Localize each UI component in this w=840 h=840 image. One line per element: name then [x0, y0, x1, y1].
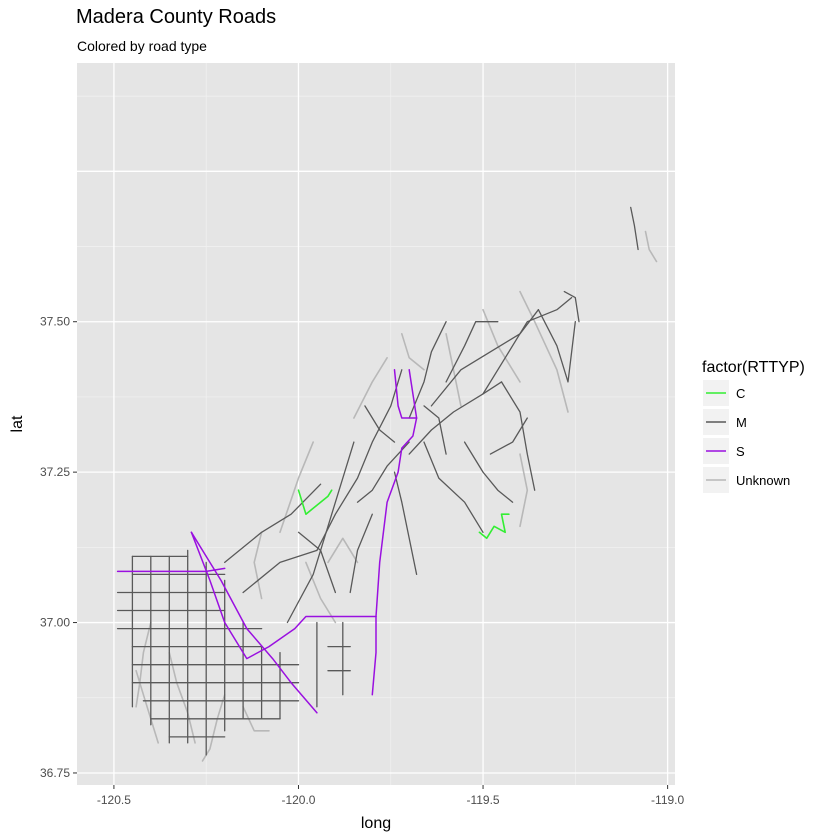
legend-item-s: S — [703, 438, 745, 464]
road-m — [408, 321, 447, 419]
series-c — [297, 489, 510, 540]
legend-label: M — [736, 415, 747, 430]
road-m — [316, 369, 403, 552]
grid-major — [77, 63, 675, 785]
legend-label: Unknown — [736, 473, 790, 488]
series-m — [116, 206, 639, 756]
road-s — [116, 567, 226, 573]
road-m — [445, 321, 499, 383]
x-tick-label: -119.5 — [466, 793, 499, 807]
x-tick-label: -120.0 — [281, 793, 315, 807]
legend-label: C — [736, 386, 745, 401]
y-tick-label: 37.25 — [40, 465, 70, 479]
road-m — [537, 309, 576, 383]
road-unknown — [135, 621, 152, 708]
road-m — [349, 513, 373, 594]
road-m — [297, 531, 337, 594]
road-s — [393, 369, 418, 419]
road-unknown — [644, 230, 658, 263]
road-unknown — [519, 290, 569, 413]
road-m — [286, 441, 355, 624]
road-m — [408, 381, 503, 455]
road-unknown — [305, 561, 337, 624]
data-layer — [116, 206, 658, 762]
legend-title: factor(RTTYP) — [702, 359, 805, 376]
legend-item-m: M — [703, 409, 747, 435]
road-m — [563, 290, 580, 323]
road-s — [190, 531, 377, 660]
x-tick-label: -119.0 — [651, 793, 684, 807]
road-m — [423, 405, 447, 455]
road-unknown — [445, 332, 462, 407]
legend-label: S — [736, 444, 745, 459]
road-c — [478, 513, 510, 540]
road-s — [190, 531, 318, 714]
x-axis-title: long — [361, 815, 391, 832]
road-m — [393, 471, 418, 576]
axis-ticks: -120.5 -120.0 -119.5 -119.0 36.75 37.00 37.25 3… — [40, 315, 685, 807]
road-s — [375, 417, 418, 618]
road-m — [500, 381, 536, 491]
road-m — [364, 405, 396, 443]
y-tick-label: 37.50 — [40, 315, 70, 329]
road-unknown — [327, 537, 359, 564]
legend-item-c: C — [703, 380, 745, 406]
y-tick-label: 37.00 — [40, 616, 70, 630]
road-m — [463, 441, 514, 503]
road-m — [482, 296, 573, 395]
road-unknown — [400, 332, 425, 371]
x-tick-label: -120.5 — [97, 793, 131, 807]
road-m — [356, 441, 410, 503]
road-m — [630, 206, 639, 251]
road-unknown — [242, 705, 270, 732]
road-unknown — [519, 453, 529, 528]
road-c — [297, 489, 333, 516]
road-m — [489, 417, 528, 455]
road-unknown — [353, 356, 388, 419]
road-m — [242, 549, 318, 594]
legend: factor(RTTYP) CMS Unknown — [702, 359, 805, 493]
y-tick-label: 36.75 — [40, 766, 70, 780]
road-unknown — [279, 441, 315, 534]
road-m — [430, 309, 540, 407]
road-m — [423, 441, 484, 533]
road-s — [408, 369, 418, 419]
chart-subtitle: Colored by road type — [77, 38, 207, 54]
y-axis-title: lat — [9, 415, 26, 432]
road-m — [224, 483, 322, 564]
road-unknown — [253, 531, 263, 600]
road-unknown — [168, 651, 196, 744]
grid-minor — [77, 63, 675, 785]
road-s — [371, 615, 377, 696]
legend-item-unknown: Unknown — [703, 467, 790, 493]
series-s — [116, 369, 418, 714]
chart-title: Madera County Roads — [76, 6, 277, 28]
